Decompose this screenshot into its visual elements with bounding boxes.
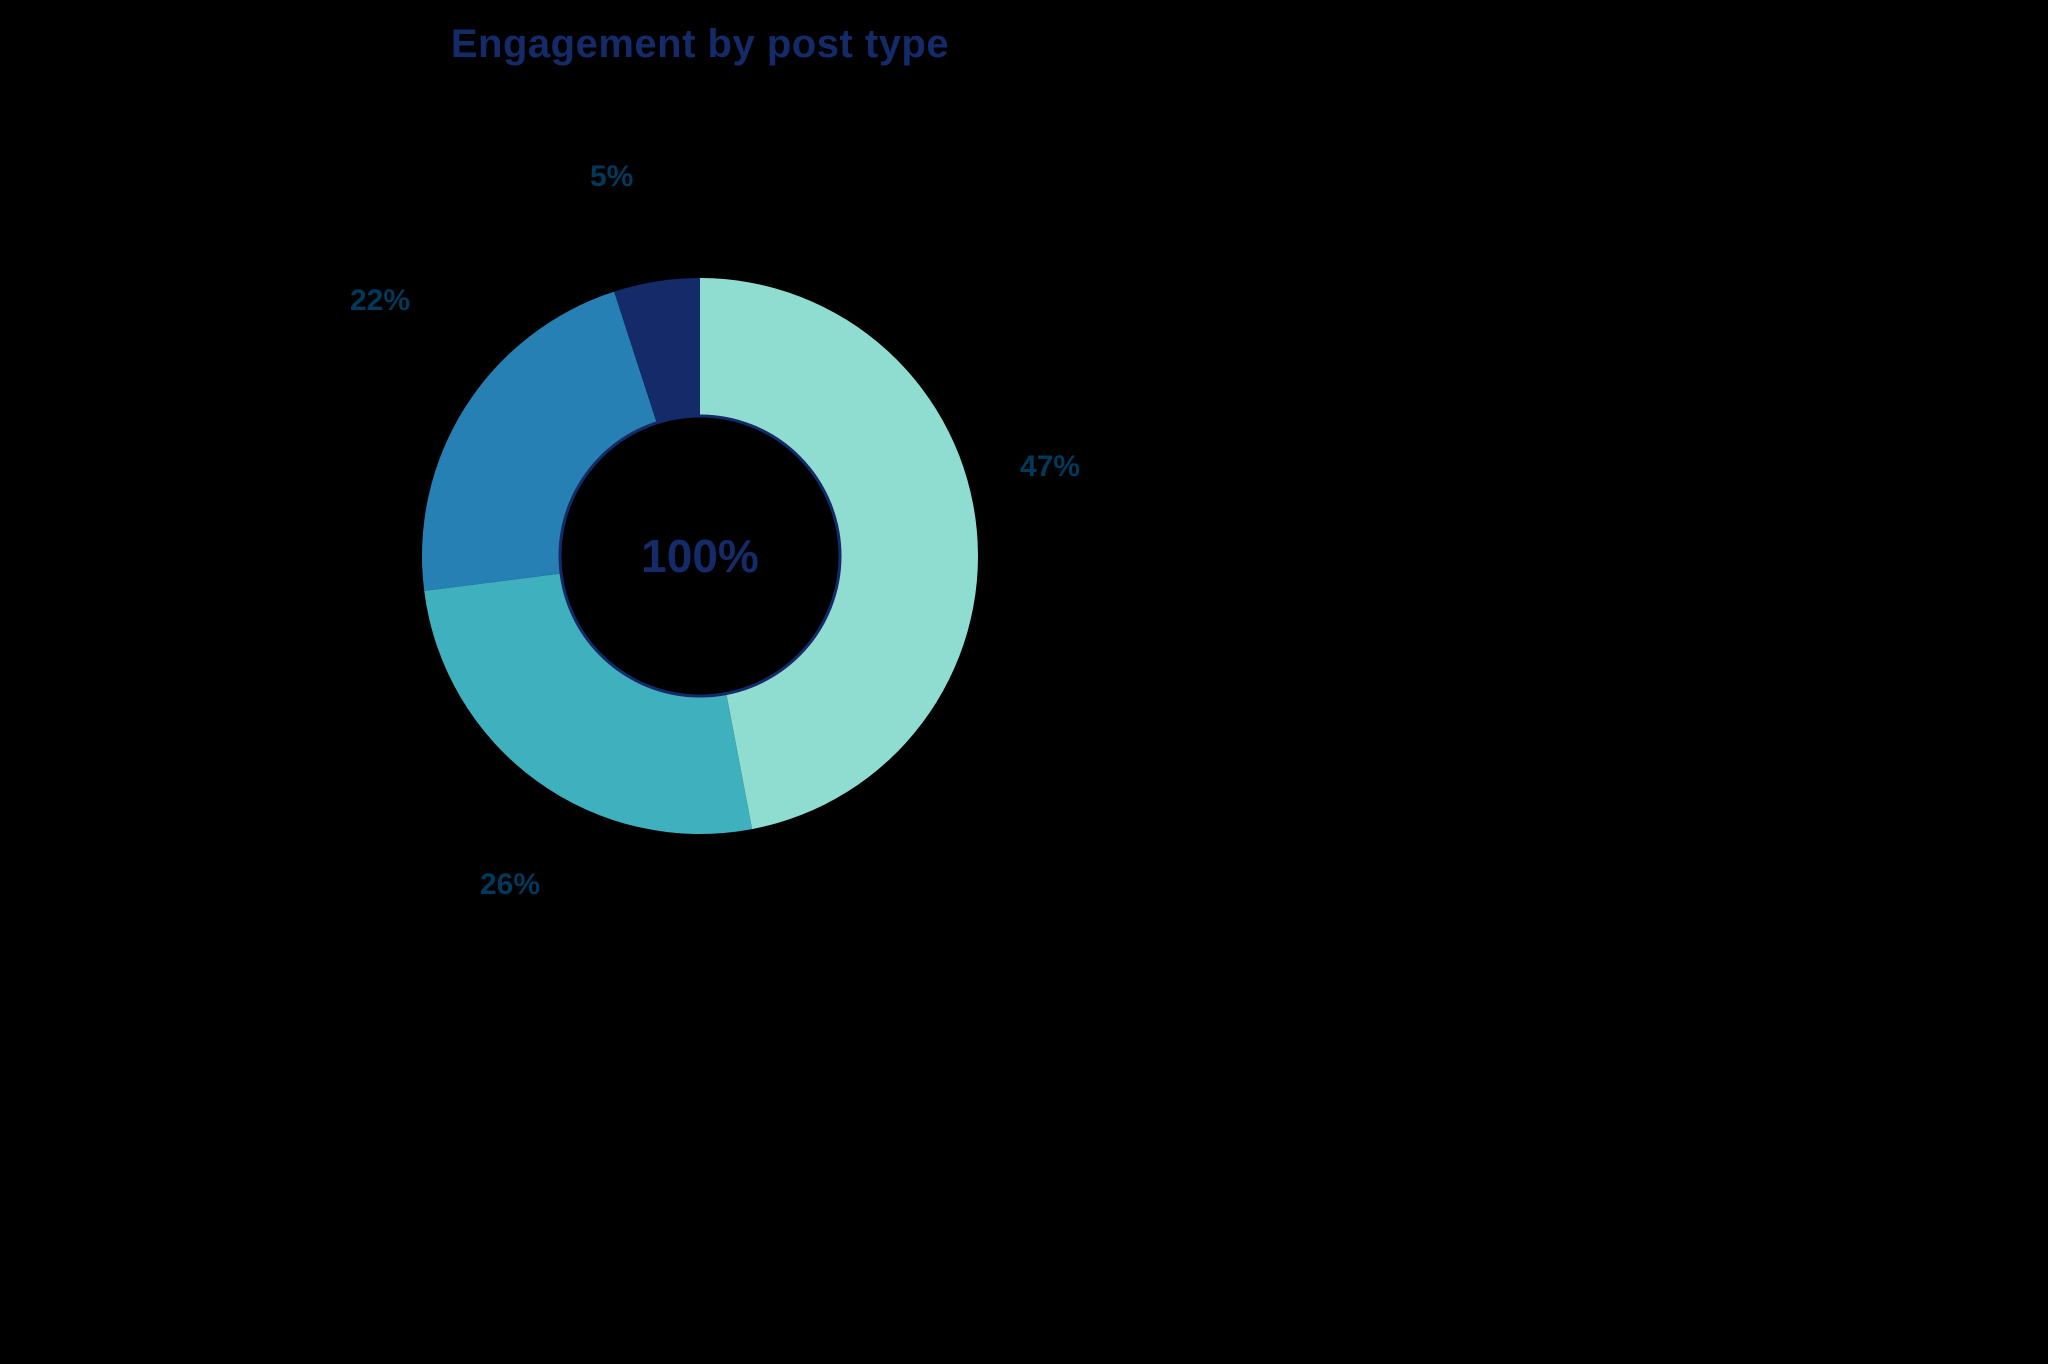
chart-title: Engagement by post type [0, 22, 1400, 67]
donut-center-label: 100% [620, 529, 780, 583]
slice-label: 5% [590, 160, 633, 194]
slice-label: 26% [480, 868, 540, 902]
chart-stage: Engagement by post type 100% 47% 26% 22% 5% [0, 0, 1400, 932]
slice-label: 47% [1020, 450, 1080, 484]
slice-label: 22% [350, 284, 410, 318]
